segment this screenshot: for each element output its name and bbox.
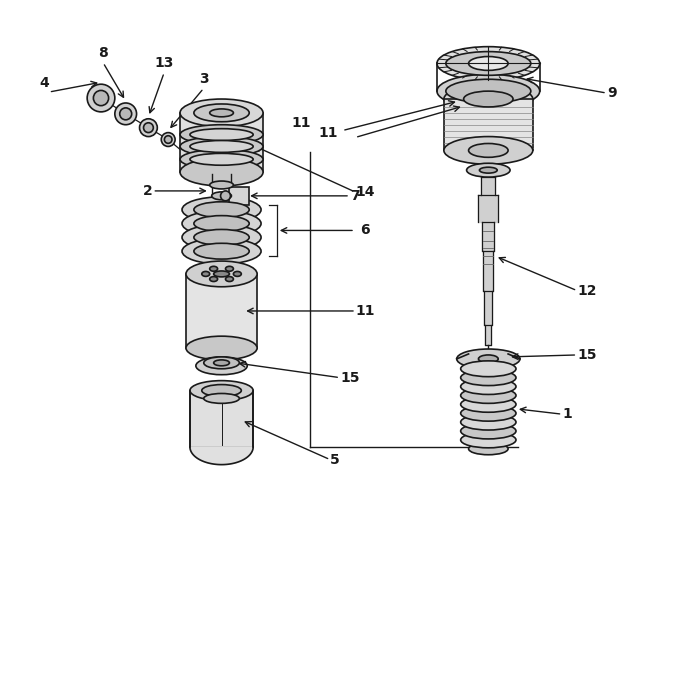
Ellipse shape: [194, 244, 249, 259]
Ellipse shape: [190, 141, 253, 153]
Ellipse shape: [180, 99, 263, 127]
Ellipse shape: [204, 357, 239, 369]
Ellipse shape: [182, 211, 261, 237]
Ellipse shape: [225, 276, 233, 281]
Ellipse shape: [88, 84, 115, 112]
Text: 1: 1: [562, 407, 572, 421]
Ellipse shape: [437, 47, 540, 80]
Text: 7: 7: [350, 189, 360, 203]
Ellipse shape: [214, 360, 230, 366]
Ellipse shape: [139, 119, 158, 136]
Ellipse shape: [180, 125, 263, 144]
Ellipse shape: [214, 271, 230, 277]
Polygon shape: [190, 447, 253, 465]
Text: 11: 11: [291, 116, 311, 130]
Ellipse shape: [444, 136, 533, 164]
Text: 6: 6: [360, 223, 370, 237]
Ellipse shape: [186, 336, 257, 360]
Ellipse shape: [115, 103, 136, 125]
Ellipse shape: [204, 393, 239, 403]
Ellipse shape: [456, 349, 520, 369]
Text: 9: 9: [607, 86, 617, 100]
Ellipse shape: [144, 122, 153, 132]
Ellipse shape: [210, 109, 233, 117]
Ellipse shape: [93, 90, 108, 106]
Ellipse shape: [161, 132, 175, 146]
Ellipse shape: [480, 167, 497, 173]
Ellipse shape: [194, 104, 249, 122]
Polygon shape: [485, 326, 491, 345]
Ellipse shape: [190, 153, 253, 165]
Text: 2: 2: [143, 184, 153, 198]
Ellipse shape: [210, 266, 218, 272]
Ellipse shape: [220, 191, 230, 201]
Text: 3: 3: [199, 72, 209, 86]
Ellipse shape: [211, 192, 232, 199]
Ellipse shape: [461, 432, 516, 448]
Ellipse shape: [437, 74, 540, 108]
Text: 12: 12: [578, 284, 597, 298]
Ellipse shape: [190, 381, 253, 400]
Ellipse shape: [194, 202, 249, 218]
Ellipse shape: [461, 361, 516, 377]
Bar: [186, 274, 257, 348]
Text: 8: 8: [98, 46, 108, 60]
Ellipse shape: [461, 414, 516, 430]
Ellipse shape: [468, 443, 508, 455]
Polygon shape: [482, 221, 494, 251]
Ellipse shape: [202, 272, 210, 276]
Polygon shape: [484, 290, 492, 326]
Ellipse shape: [120, 108, 132, 120]
Text: 14: 14: [355, 185, 374, 199]
Bar: [180, 113, 263, 172]
Bar: [230, 187, 249, 204]
Ellipse shape: [479, 355, 498, 363]
Ellipse shape: [461, 423, 516, 439]
Ellipse shape: [446, 52, 531, 76]
Text: 11: 11: [318, 125, 338, 139]
Ellipse shape: [182, 197, 261, 223]
Text: 15: 15: [340, 371, 360, 385]
Polygon shape: [482, 177, 496, 195]
Ellipse shape: [461, 370, 516, 386]
Ellipse shape: [194, 216, 249, 232]
Ellipse shape: [467, 163, 510, 177]
Ellipse shape: [180, 136, 263, 156]
Bar: [444, 99, 533, 150]
Text: 4: 4: [39, 76, 48, 90]
Ellipse shape: [182, 238, 261, 264]
Text: 5: 5: [330, 453, 340, 467]
Ellipse shape: [468, 144, 508, 158]
Polygon shape: [484, 251, 494, 290]
Ellipse shape: [190, 129, 253, 141]
Polygon shape: [479, 195, 498, 221]
Ellipse shape: [194, 230, 249, 245]
Ellipse shape: [461, 379, 516, 395]
Ellipse shape: [463, 91, 513, 107]
Ellipse shape: [446, 79, 531, 103]
Ellipse shape: [182, 225, 261, 250]
Ellipse shape: [461, 396, 516, 412]
Ellipse shape: [233, 272, 242, 276]
Ellipse shape: [196, 357, 247, 374]
Text: 11: 11: [356, 304, 375, 318]
Bar: [190, 391, 253, 447]
Ellipse shape: [180, 149, 263, 169]
Ellipse shape: [210, 276, 218, 281]
Ellipse shape: [225, 266, 233, 272]
Ellipse shape: [210, 181, 233, 189]
Ellipse shape: [164, 136, 172, 144]
Ellipse shape: [461, 405, 516, 421]
Text: 13: 13: [155, 57, 174, 71]
Ellipse shape: [180, 158, 263, 186]
Text: 15: 15: [578, 348, 597, 362]
Ellipse shape: [186, 261, 257, 287]
Ellipse shape: [468, 57, 508, 71]
Ellipse shape: [444, 85, 533, 113]
Ellipse shape: [202, 384, 242, 396]
Ellipse shape: [461, 388, 516, 403]
